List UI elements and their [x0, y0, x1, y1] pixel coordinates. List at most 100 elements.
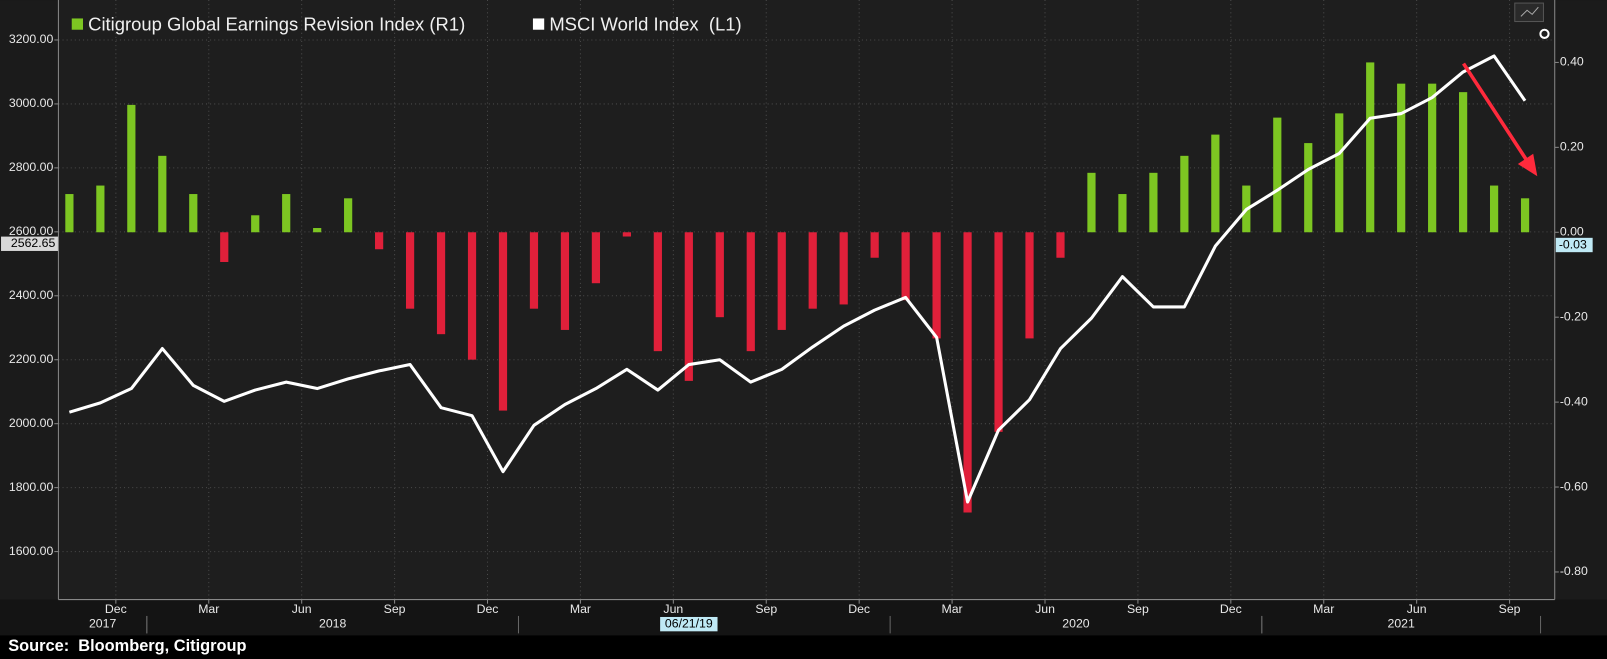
- x-axis-strip: [0, 599, 1607, 636]
- y-tick-label: 1800.00: [9, 480, 54, 494]
- bar: [1397, 83, 1406, 233]
- bar: [1025, 232, 1034, 339]
- x-tick-label: Sep: [384, 602, 406, 616]
- chart-type-icon-glyph: [1520, 6, 1539, 17]
- y-tick-label: 2200.00: [9, 352, 54, 366]
- x-tick-label: Sep: [1499, 602, 1521, 616]
- bar: [1520, 198, 1530, 233]
- bar: [1304, 143, 1313, 233]
- bar: [96, 185, 105, 233]
- bar: [405, 232, 415, 309]
- bar: [1459, 92, 1468, 233]
- y2-tick-label: 0.40: [1560, 55, 1584, 69]
- y-tick-label: 2400.00: [9, 288, 54, 302]
- y2-tick-label: -0.40: [1560, 394, 1588, 408]
- bar: [251, 215, 260, 233]
- bar: [1118, 194, 1127, 233]
- legend-swatch: [71, 18, 84, 30]
- bar: [1149, 172, 1158, 233]
- bar: [560, 232, 570, 330]
- bar: [1428, 83, 1437, 233]
- bar: [777, 232, 786, 330]
- bar: [529, 232, 539, 309]
- bar: [839, 232, 848, 305]
- x-tick-label: Mar: [198, 602, 219, 616]
- y-tick-label: 2800.00: [9, 160, 54, 174]
- bar: [653, 232, 662, 352]
- x-tick-label: Mar: [1313, 602, 1334, 616]
- settings-icon[interactable]: [1539, 28, 1550, 39]
- y-tick-label: 3200.00: [9, 32, 54, 46]
- y-tick-label: 3000.00: [9, 96, 54, 110]
- line: [68, 54, 1527, 504]
- x-tick-label: Dec: [1220, 602, 1242, 616]
- bar: [1335, 113, 1344, 233]
- year-label: 2017: [89, 616, 116, 630]
- date-marker: 06/21/19: [665, 616, 713, 630]
- legend-label: Citigroup Global Earnings Revision Index…: [88, 14, 465, 35]
- date-marker-box: [660, 616, 718, 632]
- y2-tick-label: 0.20: [1560, 140, 1584, 154]
- trend-arrow-head: [1517, 153, 1538, 177]
- y2-tick-label: 0.00: [1560, 225, 1584, 239]
- y-marker-box: [1, 236, 59, 251]
- bar: [622, 232, 631, 237]
- y2-tick-label: -0.20: [1560, 309, 1588, 323]
- x-tick-label: Dec: [848, 602, 870, 616]
- bar: [1366, 62, 1375, 233]
- year-label: 2021: [1388, 616, 1415, 630]
- bar: [220, 232, 229, 262]
- x-tick-label: Sep: [755, 602, 777, 616]
- bar: [1180, 155, 1189, 233]
- y-marker-label: 2562.65: [11, 236, 56, 250]
- bar: [1489, 185, 1499, 233]
- x-tick-label: Jun: [1035, 602, 1055, 616]
- bar: [158, 155, 167, 233]
- y-tick-label: 1600.00: [9, 544, 54, 558]
- bar: [127, 104, 136, 233]
- bar: [994, 232, 1003, 432]
- bar: [344, 198, 353, 233]
- x-tick-label: Mar: [942, 602, 963, 616]
- x-tick-label: Mar: [570, 602, 591, 616]
- x-tick-label: Dec: [477, 602, 499, 616]
- bar: [808, 232, 817, 309]
- y2-tick-label: -0.80: [1560, 564, 1588, 578]
- y-tick-label: 2600.00: [9, 224, 54, 238]
- bar: [901, 232, 910, 301]
- x-tick-label: Sep: [1127, 602, 1149, 616]
- x-tick-label: Jun: [663, 602, 683, 616]
- x-tick-label: Jun: [1407, 602, 1427, 616]
- bar: [375, 232, 384, 250]
- bar: [313, 228, 322, 233]
- x-tick-label: Dec: [105, 602, 127, 616]
- bar: [684, 232, 693, 381]
- footer: [0, 635, 1607, 659]
- legend-swatch: [532, 18, 545, 30]
- bar: [715, 232, 724, 318]
- legend-label: MSCI World Index (L1): [549, 14, 741, 35]
- x-tick-label: Jun: [292, 602, 312, 616]
- year-label: 2018: [319, 616, 346, 630]
- axes: 1600.00 1800.00 2000.00 2200.00 2400.00 2600.…: [1, 32, 1593, 634]
- bar: [189, 194, 198, 233]
- bar: [436, 232, 446, 335]
- bar: [1273, 117, 1282, 233]
- bar: [1056, 232, 1065, 258]
- bar: [932, 232, 941, 339]
- plot-area: [58, 0, 1555, 600]
- y2-marker-box: [1555, 237, 1593, 253]
- y2-tick-label: -0.60: [1560, 479, 1588, 493]
- y2-marker-label: -0.03: [1559, 237, 1587, 251]
- year-label: 2020: [1062, 616, 1089, 630]
- source-note: Source: Bloomberg, Citigroup: [8, 637, 246, 655]
- trend-arrow: [1462, 62, 1531, 165]
- bar: [1211, 134, 1220, 233]
- bar: [746, 232, 755, 352]
- bar: [467, 232, 477, 360]
- bar: [65, 194, 74, 233]
- bar: [1087, 172, 1096, 233]
- bar: [591, 232, 601, 284]
- bar: [963, 232, 972, 513]
